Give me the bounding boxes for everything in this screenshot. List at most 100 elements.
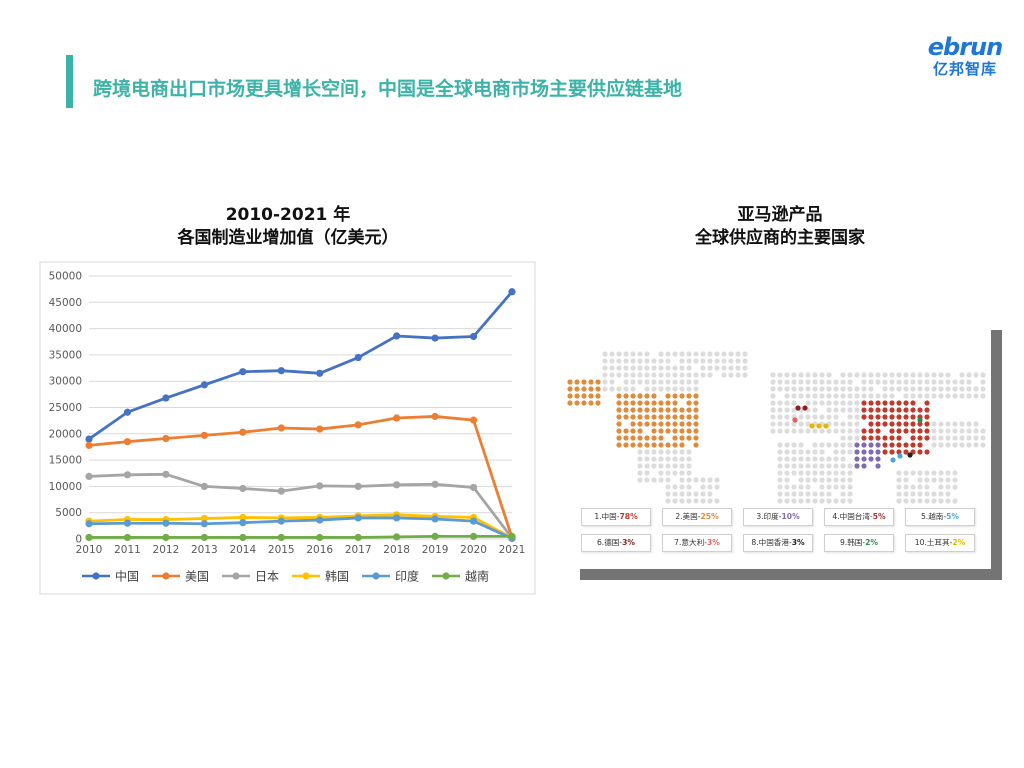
map-dot (735, 351, 741, 357)
map-dot (833, 442, 839, 448)
y-tick-label: 40000 (49, 323, 82, 335)
map-dot (896, 498, 902, 504)
map-dot (630, 442, 636, 448)
data-point (200, 514, 208, 523)
map-dot (784, 414, 790, 420)
map-dot (875, 372, 881, 378)
map-dots (567, 351, 986, 504)
map-dot (672, 449, 678, 455)
map-dot (875, 456, 881, 462)
map-dot (686, 498, 692, 504)
map-dot (840, 421, 846, 427)
map-dot (980, 435, 986, 441)
map-dot (819, 456, 825, 462)
map-dot (616, 400, 622, 406)
map-dot (917, 407, 923, 413)
map-dot (581, 386, 587, 392)
map-dot (658, 414, 664, 420)
map-dot (833, 498, 839, 504)
map-dot (742, 372, 748, 378)
data-point (469, 483, 478, 492)
data-point (239, 533, 247, 542)
map-dot (819, 393, 825, 399)
map-dot (686, 421, 692, 427)
map-dot (616, 414, 622, 420)
map-dot (805, 393, 811, 399)
map-dot (973, 421, 979, 427)
data-point (431, 532, 439, 540)
map-dot (980, 428, 986, 434)
map-dot (826, 386, 832, 392)
map-dot (609, 365, 615, 371)
map-dot (959, 372, 965, 378)
map-dot (889, 428, 895, 434)
map-dot (847, 491, 853, 497)
map-dot (623, 407, 629, 413)
map-dot (679, 351, 685, 357)
map-dot (770, 428, 776, 434)
map-dot (833, 421, 839, 427)
map-dot (952, 428, 958, 434)
map-dot (665, 379, 671, 385)
map-dot (805, 456, 811, 462)
map-dot (826, 400, 832, 406)
map-highlight-dot (907, 452, 913, 458)
map-dot (616, 442, 622, 448)
map-dot (805, 491, 811, 497)
map-dot (616, 428, 622, 434)
map-dot (672, 421, 678, 427)
map-dot (924, 421, 930, 427)
map-dot (679, 365, 685, 371)
map-dot (882, 449, 888, 455)
map-highlight-dot (816, 423, 822, 429)
map-dot (798, 456, 804, 462)
map-dot (966, 372, 972, 378)
map-dot (798, 372, 804, 378)
map-dot (966, 379, 972, 385)
map-dot (637, 400, 643, 406)
legend-label: 美国 (185, 570, 209, 584)
map-dot (952, 379, 958, 385)
x-tick-label: 2015 (268, 544, 295, 556)
map-dot (693, 393, 699, 399)
legend-marker (302, 572, 310, 580)
map-dot (630, 386, 636, 392)
map-dot (819, 449, 825, 455)
map-dot (630, 379, 636, 385)
map-dot (917, 484, 923, 490)
map-dot (770, 414, 776, 420)
data-point (431, 412, 439, 421)
map-dot (784, 421, 790, 427)
map-dot (903, 372, 909, 378)
map-dot (917, 491, 923, 497)
map-card-shadow (991, 330, 1002, 580)
map-dot (672, 351, 678, 357)
x-tick-label: 2012 (153, 544, 180, 556)
map-title-line1: 亚马逊产品 (737, 205, 823, 225)
map-dot (651, 393, 657, 399)
map-dot (924, 400, 930, 406)
series-line (88, 516, 513, 540)
map-dot (665, 393, 671, 399)
map-dot (714, 477, 720, 483)
map-dot (847, 393, 853, 399)
map-dot (819, 470, 825, 476)
map-dot (847, 470, 853, 476)
map-dot (651, 477, 657, 483)
map-dot (910, 372, 916, 378)
map-dot (868, 421, 874, 427)
map-dot (588, 400, 594, 406)
x-tick-label: 2010 (76, 544, 103, 556)
map-dot (903, 442, 909, 448)
map-dot (616, 393, 622, 399)
map-dot (644, 407, 650, 413)
map-dot (602, 372, 608, 378)
map-dot (840, 470, 846, 476)
map-dot (665, 470, 671, 476)
line-chart-title-line2: 各国制造业增加值（亿美元） (177, 228, 399, 248)
legend-label: 日本 (255, 570, 279, 584)
map-dot (700, 372, 706, 378)
map-dot (693, 372, 699, 378)
map-dot (651, 435, 657, 441)
data-point (239, 428, 247, 436)
